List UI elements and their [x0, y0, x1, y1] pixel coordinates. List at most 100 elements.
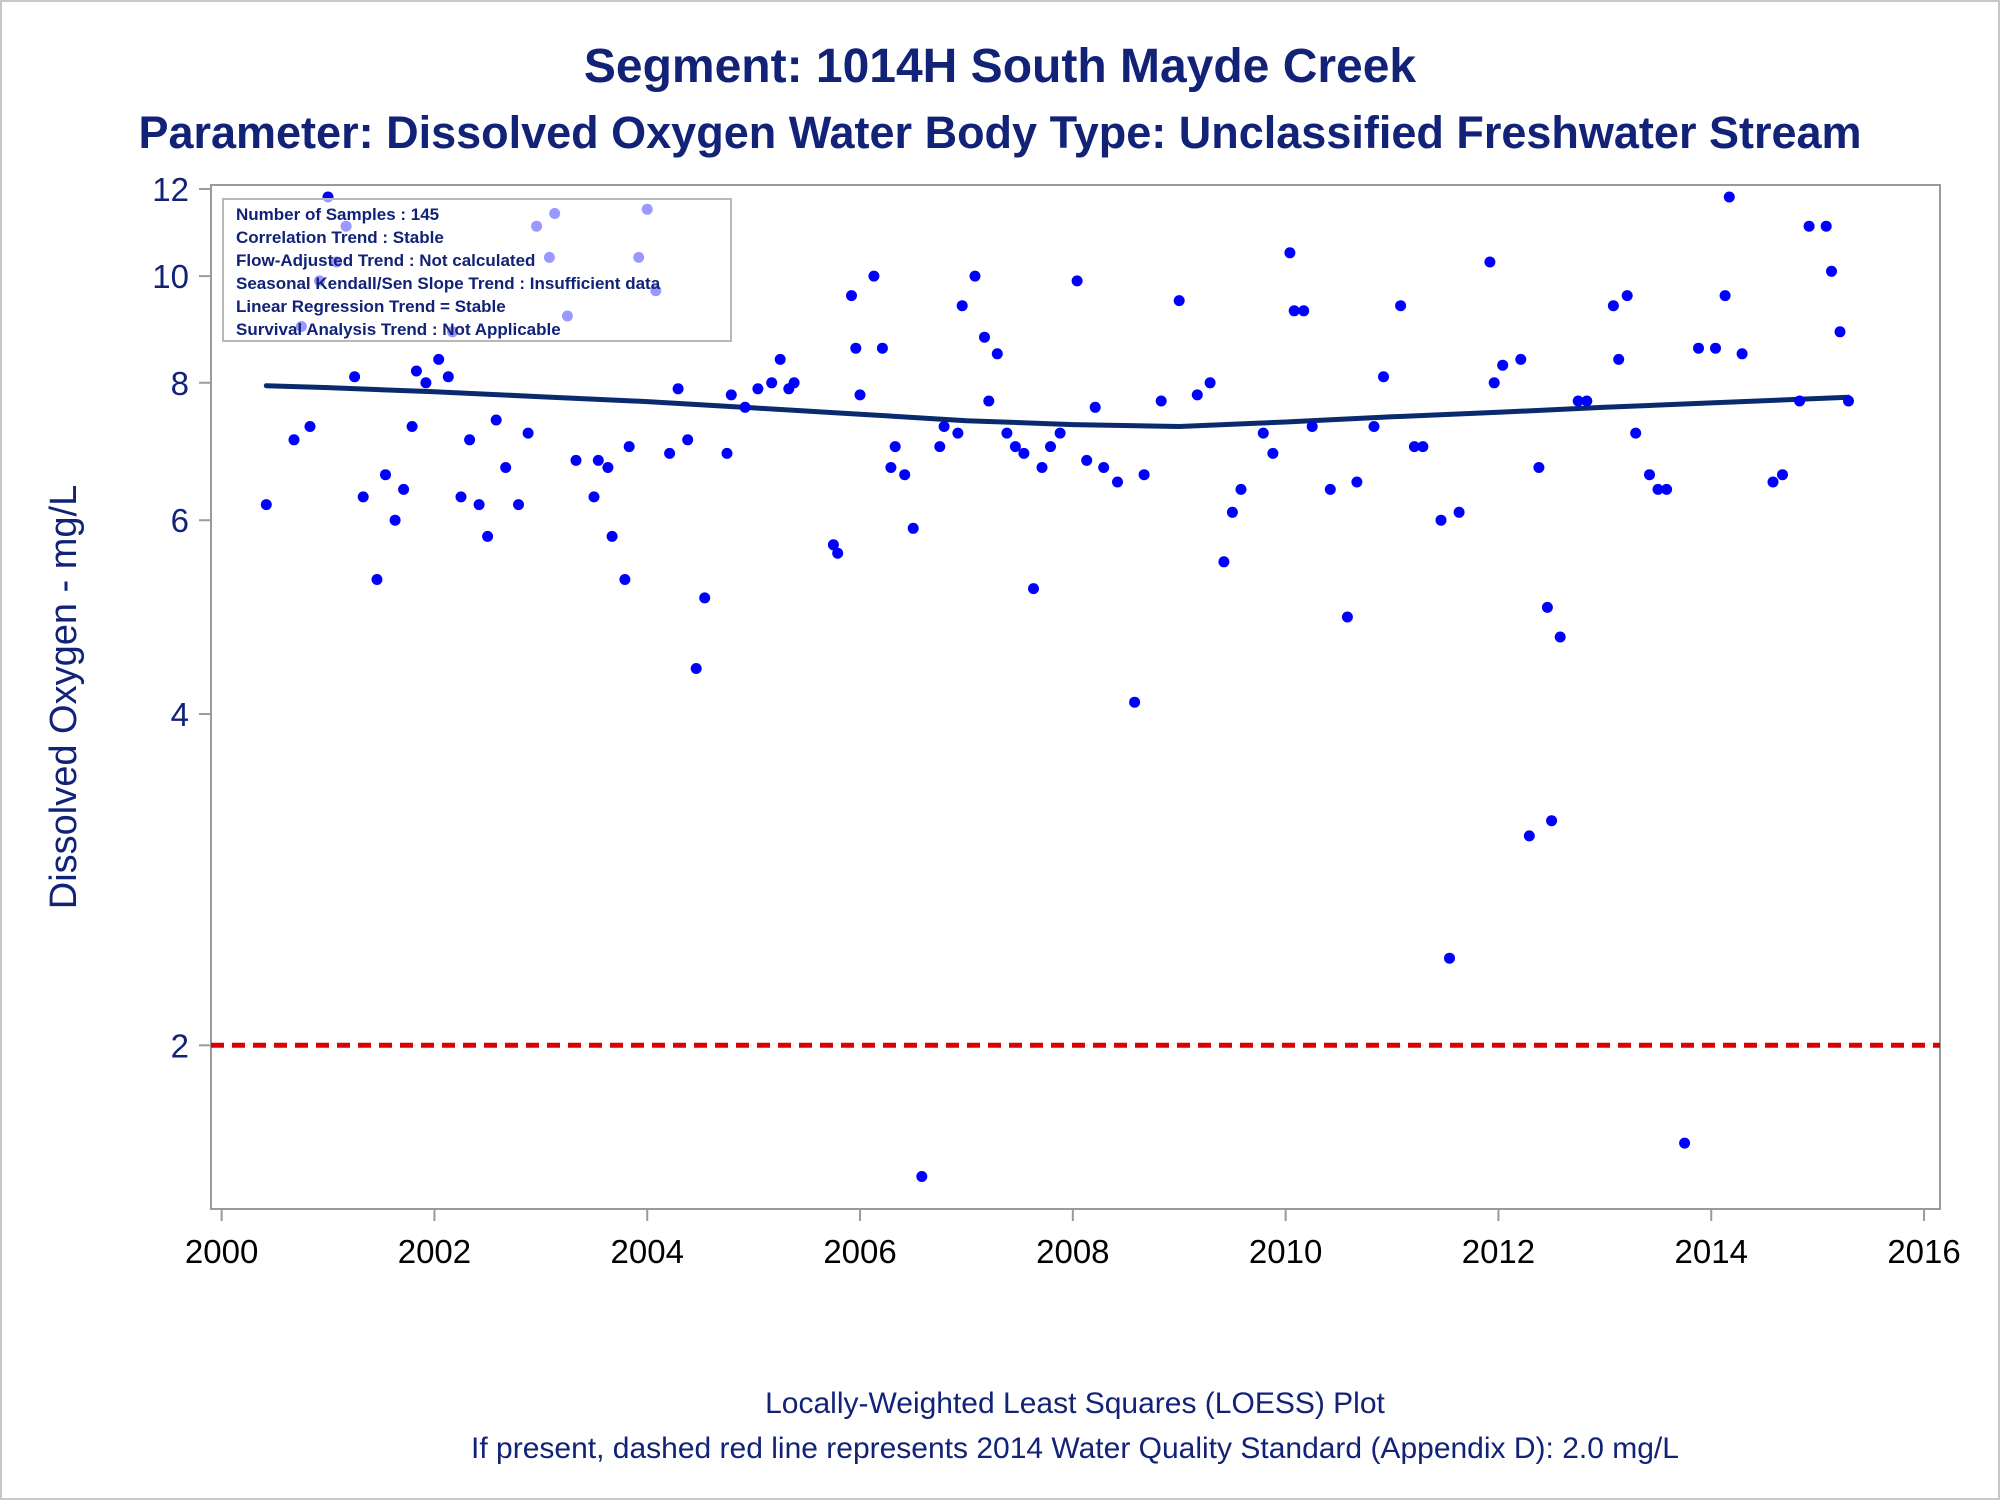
data-point — [774, 353, 786, 365]
data-point — [1803, 220, 1815, 232]
data-point — [1453, 506, 1465, 518]
y-tick-label: 10 — [152, 258, 189, 295]
data-point — [1351, 476, 1363, 488]
data-point — [1028, 583, 1039, 595]
data-point — [398, 483, 410, 495]
footnote-standard: If present, dashed red line represents 2… — [471, 1432, 1679, 1465]
info-box-frame — [222, 198, 732, 342]
data-point — [1826, 265, 1837, 277]
data-point — [725, 389, 737, 401]
data-point — [1710, 342, 1721, 354]
data-point — [619, 574, 631, 585]
data-point — [490, 414, 502, 426]
data-point — [1001, 427, 1013, 439]
data-point — [850, 342, 862, 354]
data-point — [623, 441, 635, 453]
data-point — [473, 499, 485, 511]
data-point — [1794, 395, 1806, 407]
y-axis: 2 4 6 8 10 12 — [152, 171, 211, 1064]
data-point — [991, 348, 1003, 360]
chart-subtitle: Parameter: Dissolved Oxygen Water Body T… — [138, 107, 1861, 158]
data-point — [1607, 300, 1619, 312]
data-point — [1435, 514, 1447, 526]
data-point — [690, 663, 702, 674]
info-line-correlation: Correlation Trend : Stable — [236, 228, 444, 247]
data-point — [288, 434, 300, 446]
y-tick-label: 4 — [171, 696, 189, 733]
data-point — [1129, 696, 1141, 708]
x-tick-label: 2006 — [823, 1233, 896, 1270]
data-point — [406, 421, 418, 432]
data-point — [1235, 483, 1247, 495]
y-tick-label: 8 — [171, 365, 189, 402]
y-tick-label: 6 — [171, 502, 189, 539]
data-point — [1484, 256, 1496, 268]
data-point — [1613, 353, 1625, 365]
data-point — [1395, 300, 1407, 312]
x-tick-label: 2010 — [1249, 1233, 1322, 1270]
data-point — [606, 530, 618, 542]
data-point — [899, 469, 911, 481]
data-point — [1661, 483, 1673, 495]
data-point — [1630, 427, 1642, 439]
data-point — [1138, 469, 1150, 481]
data-point — [482, 530, 494, 542]
data-point — [1777, 469, 1788, 481]
data-point — [682, 434, 694, 446]
data-point — [1644, 469, 1655, 481]
footnote-loess: Locally-Weighted Least Squares (LOESS) P… — [765, 1387, 1385, 1420]
data-point — [1081, 454, 1093, 466]
data-point — [664, 447, 676, 459]
data-point — [832, 547, 844, 559]
data-point — [513, 499, 524, 511]
data-point — [934, 441, 946, 453]
data-point — [1679, 1137, 1691, 1149]
info-line-survival: Survival Analysis Trend : Not Applicable — [236, 320, 561, 339]
data-point — [260, 499, 272, 511]
data-point — [1226, 506, 1238, 518]
data-point — [739, 401, 751, 413]
x-tick-label: 2016 — [1887, 1233, 1960, 1270]
data-point — [938, 421, 950, 432]
data-point — [983, 395, 995, 407]
trend-info-box: Number of Samples : 145 Correlation Tren… — [222, 198, 732, 342]
data-point — [433, 353, 445, 365]
data-point — [1368, 421, 1380, 432]
data-point — [1036, 462, 1048, 473]
data-point — [1298, 305, 1310, 317]
data-point — [846, 290, 857, 302]
data-point — [952, 427, 964, 439]
data-point — [907, 522, 919, 534]
data-point — [1693, 342, 1704, 354]
data-point — [876, 342, 888, 354]
data-point — [1767, 476, 1779, 488]
data-point — [752, 383, 764, 395]
data-point — [699, 592, 711, 604]
data-point — [979, 331, 990, 343]
data-point — [854, 389, 866, 401]
x-tick-label: 2002 — [398, 1233, 471, 1270]
data-point — [1204, 377, 1216, 389]
data-point — [602, 462, 614, 473]
data-point — [885, 462, 897, 473]
data-point — [588, 491, 600, 503]
data-point — [1719, 290, 1731, 302]
data-point — [1173, 295, 1185, 307]
y-tick-label: 2 — [171, 1027, 189, 1064]
data-point — [956, 300, 968, 312]
data-point — [442, 371, 454, 383]
data-point — [1267, 447, 1279, 459]
data-point — [1009, 441, 1021, 453]
data-point — [1843, 395, 1854, 407]
chart-title: Segment: 1014H South Mayde Creek — [584, 40, 1417, 93]
data-point — [1288, 305, 1300, 317]
data-point — [889, 441, 901, 453]
data-point — [522, 427, 534, 439]
data-point — [1523, 830, 1535, 842]
data-point — [1515, 353, 1527, 365]
data-point — [1284, 247, 1296, 259]
data-point — [868, 270, 880, 282]
plot-area — [210, 184, 1941, 1210]
data-point — [1417, 441, 1429, 453]
